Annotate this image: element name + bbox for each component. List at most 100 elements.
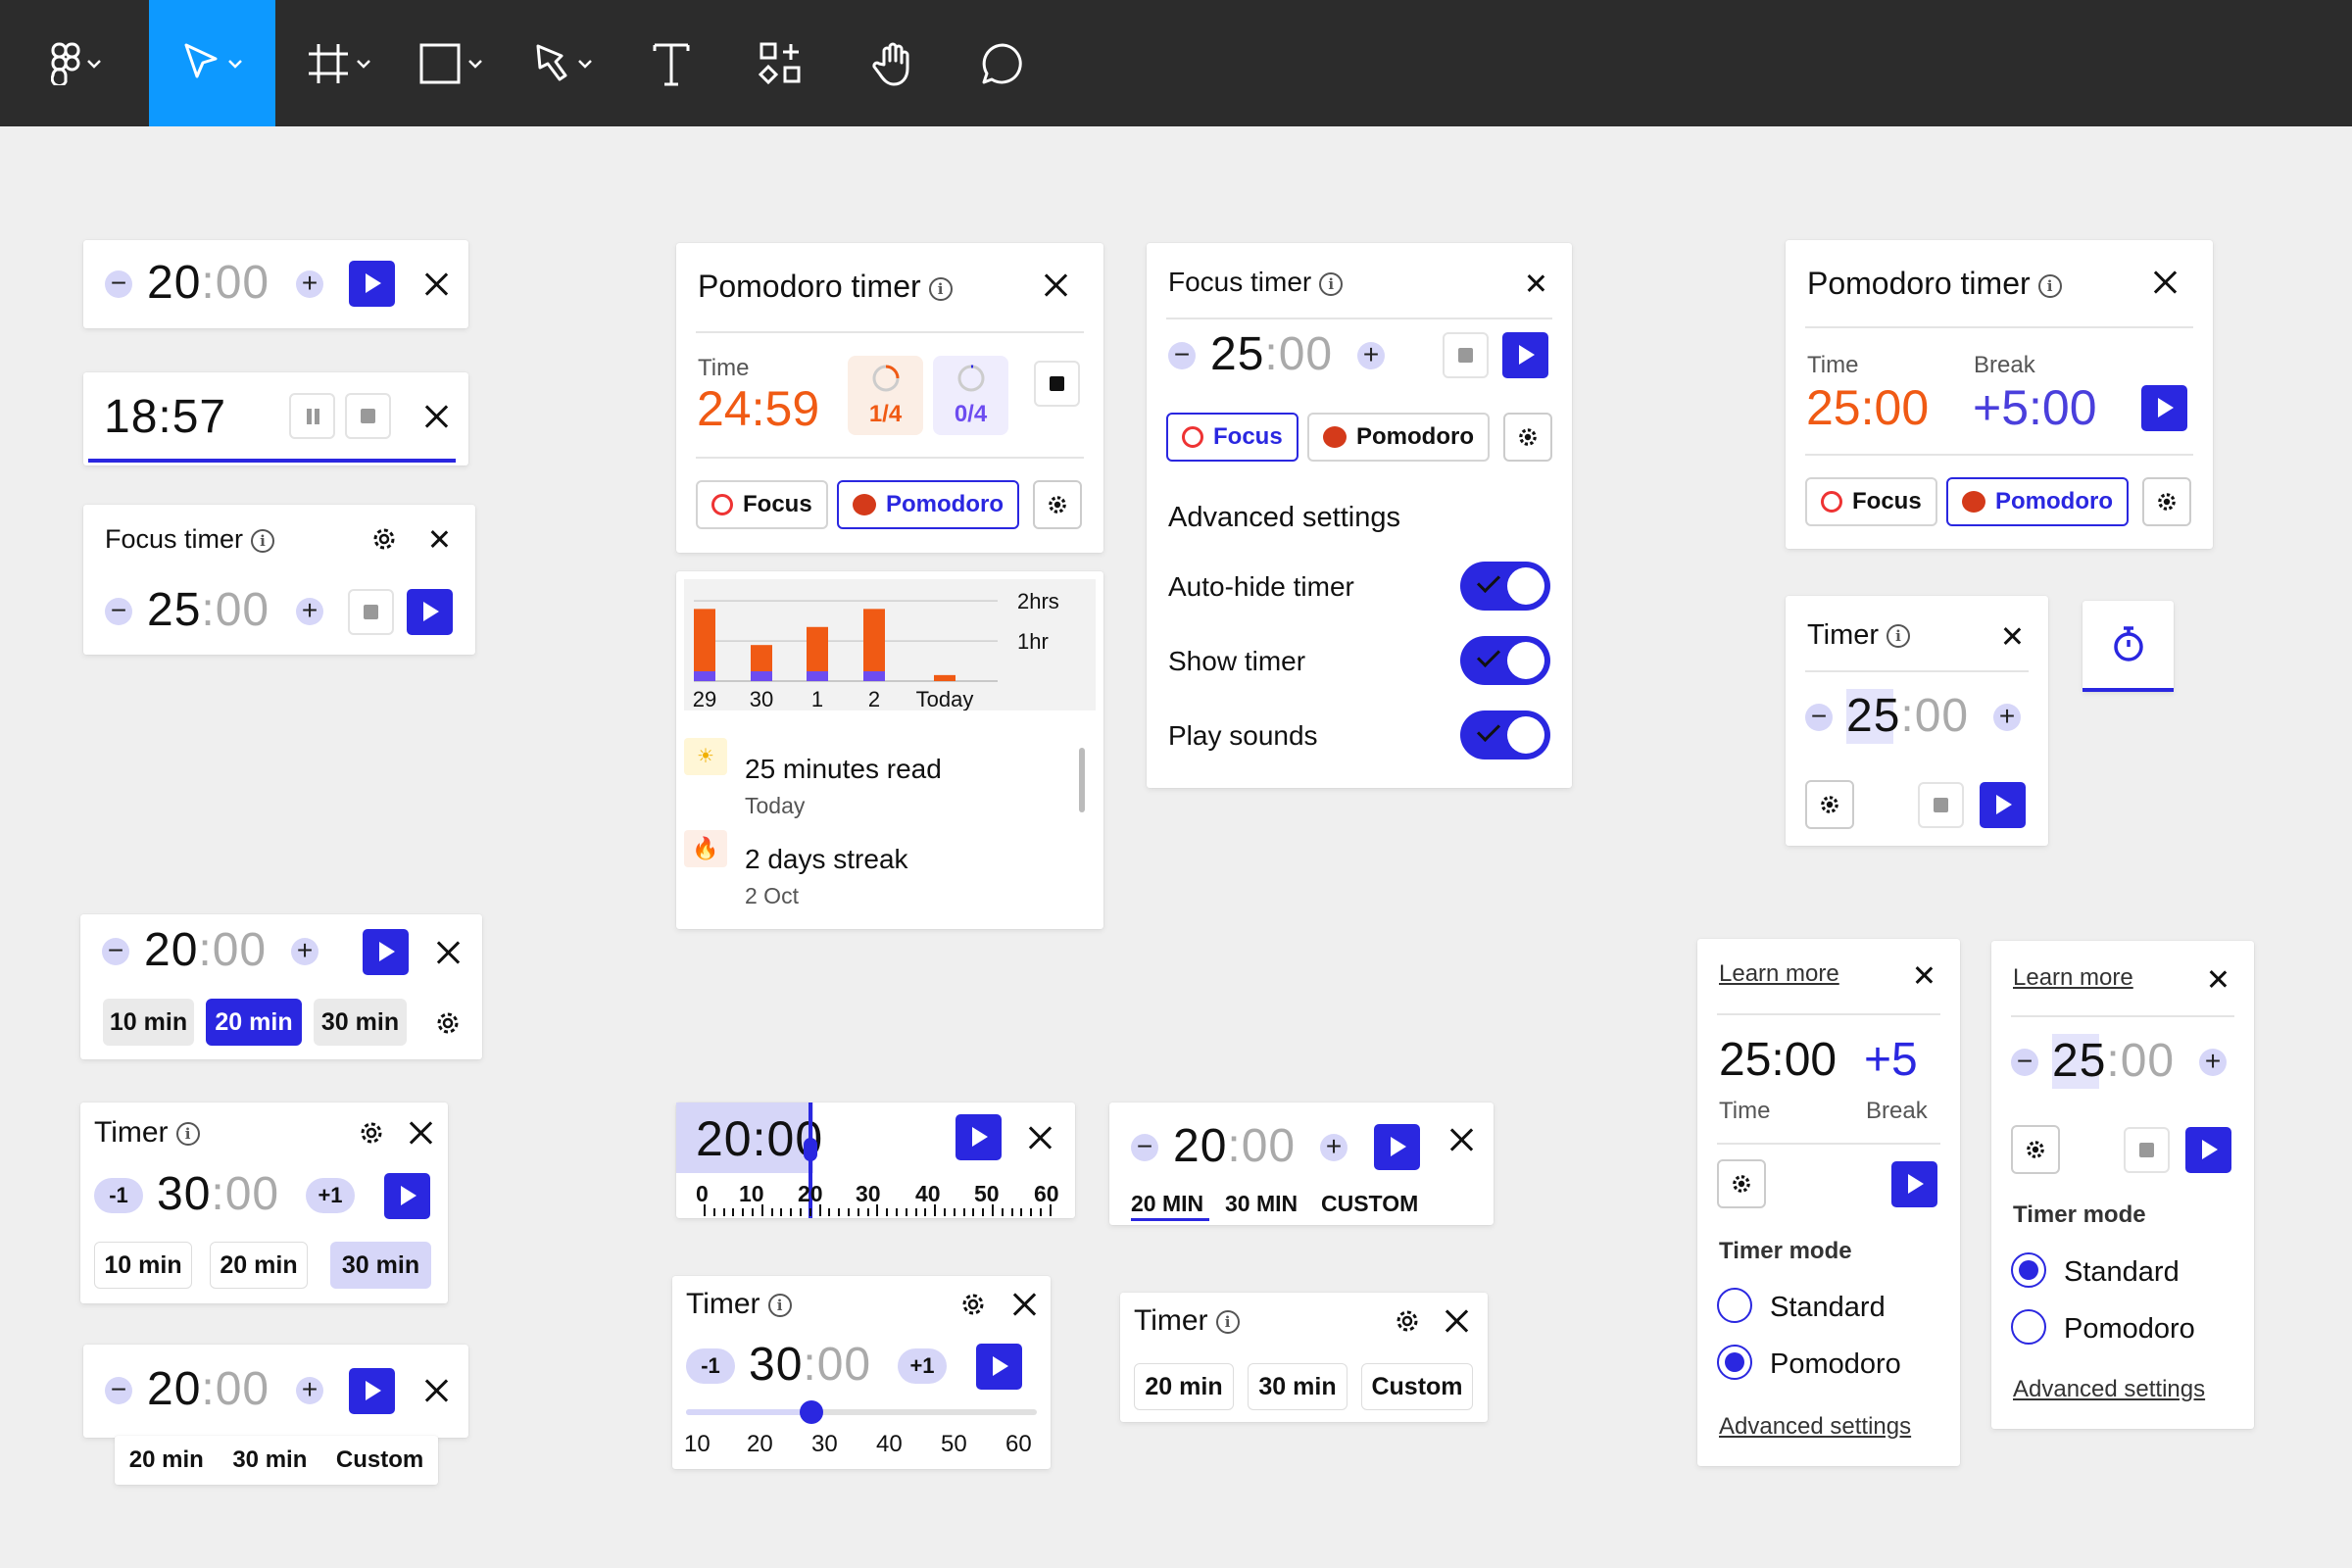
info-icon[interactable]: i — [1215, 1310, 1240, 1335]
stop-button[interactable] — [1034, 361, 1080, 407]
settings-button[interactable] — [1503, 413, 1552, 462]
comment-tool-button[interactable] — [978, 0, 1027, 126]
increase-button[interactable]: + — [2199, 1048, 2227, 1076]
close-icon[interactable] — [2150, 268, 2185, 303]
pen-tool-button[interactable] — [521, 0, 604, 126]
stop-button[interactable] — [345, 393, 391, 439]
decrease-button[interactable]: − — [102, 937, 129, 965]
close-icon[interactable] — [1525, 272, 1546, 294]
play-button[interactable] — [1980, 782, 2026, 828]
close-icon[interactable] — [2207, 968, 2229, 990]
ruler-handle[interactable] — [804, 1138, 817, 1161]
minutes[interactable]: 20 — [147, 1363, 202, 1415]
increase-button[interactable]: + — [296, 270, 323, 298]
minus-one-button[interactable]: -1 — [94, 1178, 143, 1213]
minutes[interactable]: 30 — [157, 1168, 212, 1220]
frame-tool-button[interactable] — [296, 0, 382, 126]
play-button[interactable] — [2141, 385, 2187, 431]
ruler-scale[interactable]: 0 10 20 30 40 50 60 — [676, 1181, 1075, 1218]
decrease-button[interactable]: − — [1131, 1133, 1158, 1161]
settings-button[interactable] — [1717, 1159, 1766, 1208]
break-display[interactable]: +5 — [1864, 1034, 1918, 1086]
stop-button[interactable] — [1918, 782, 1964, 828]
decrease-button[interactable]: − — [2011, 1048, 2038, 1076]
play-button[interactable] — [956, 1114, 1002, 1160]
decrease-button[interactable]: − — [1805, 703, 1833, 731]
radio-pomodoro[interactable] — [2011, 1309, 2046, 1345]
increase-button[interactable]: + — [291, 937, 318, 965]
play-button[interactable] — [1891, 1161, 1937, 1207]
focus-mode-button[interactable]: Focus — [1805, 477, 1937, 526]
close-icon[interactable] — [421, 402, 451, 431]
preset-20min[interactable]: 20 min — [210, 1242, 308, 1289]
decrease-button[interactable]: − — [105, 1376, 132, 1404]
advanced-settings-link[interactable]: Advanced settings — [1719, 1413, 1912, 1440]
decrease-button[interactable]: − — [105, 270, 132, 298]
play-button[interactable] — [976, 1344, 1022, 1390]
close-icon[interactable] — [421, 270, 451, 299]
close-icon[interactable] — [433, 938, 463, 967]
close-icon[interactable] — [1442, 1306, 1471, 1336]
info-icon[interactable]: i — [1319, 271, 1344, 296]
play-button[interactable] — [384, 1173, 430, 1219]
slider-thumb[interactable] — [800, 1400, 823, 1424]
focus-mode-button[interactable]: Focus — [696, 480, 828, 529]
preset-10min[interactable]: 10 min — [94, 1242, 192, 1289]
break-display[interactable]: +5:00 — [1973, 380, 2097, 435]
close-icon[interactable] — [1913, 964, 1935, 986]
info-icon[interactable]: i — [2037, 273, 2062, 298]
preset-30min[interactable]: 30 min — [232, 1446, 308, 1473]
preset-10min[interactable]: 10 min — [103, 999, 194, 1046]
close-icon[interactable] — [1009, 1290, 1039, 1319]
minutes[interactable]: 25 — [1846, 690, 1901, 742]
minutes[interactable]: 25 — [147, 584, 202, 636]
text-tool-button[interactable] — [647, 0, 696, 126]
minutes[interactable]: 20 — [1173, 1120, 1228, 1172]
move-tool-button[interactable] — [149, 0, 275, 126]
learn-more-link[interactable]: Learn more — [1719, 960, 1839, 987]
increase-button[interactable]: + — [1357, 341, 1385, 369]
minutes[interactable]: 20 — [147, 257, 202, 309]
play-button[interactable] — [349, 1368, 395, 1414]
plus-one-button[interactable]: +1 — [306, 1178, 355, 1213]
close-icon[interactable] — [421, 1376, 451, 1405]
minus-one-button[interactable]: -1 — [686, 1348, 735, 1384]
minimized-timer-button[interactable] — [2082, 601, 2174, 692]
tab-30min[interactable]: 30 MIN — [1225, 1191, 1298, 1216]
preset-20min[interactable]: 20 min — [206, 999, 302, 1046]
auto-hide-toggle[interactable] — [1460, 562, 1550, 611]
increase-button[interactable]: + — [1320, 1133, 1348, 1161]
preset-20min[interactable]: 20 min — [1134, 1363, 1234, 1410]
radio-standard[interactable] — [2011, 1252, 2046, 1288]
tab-20min[interactable]: 20 MIN — [1131, 1191, 1204, 1216]
play-button[interactable] — [1374, 1124, 1420, 1170]
settings-button[interactable] — [1805, 780, 1854, 829]
minutes[interactable]: 30 — [749, 1339, 804, 1391]
preset-30min[interactable]: 30 min — [314, 999, 407, 1046]
pomodoro-mode-button[interactable]: Pomodoro — [1946, 477, 2129, 526]
info-icon[interactable]: i — [767, 1294, 792, 1318]
stop-button[interactable] — [1443, 332, 1489, 378]
advanced-settings-link[interactable]: Advanced settings — [2013, 1376, 2206, 1402]
info-icon[interactable]: i — [1886, 624, 1911, 649]
info-icon[interactable]: i — [251, 528, 275, 553]
minutes[interactable]: 25 — [1210, 328, 1265, 380]
settings-button[interactable] — [2142, 477, 2191, 526]
play-button[interactable] — [407, 589, 453, 635]
preset-custom[interactable]: Custom — [1361, 1363, 1473, 1410]
play-button[interactable] — [363, 929, 409, 975]
pomodoro-mode-button[interactable]: Pomodoro — [1307, 413, 1490, 462]
gear-icon[interactable] — [958, 1290, 988, 1319]
figma-menu-button[interactable] — [37, 0, 116, 126]
increase-button[interactable]: + — [1993, 703, 2021, 731]
resources-tool-button[interactable] — [757, 0, 806, 126]
settings-button[interactable] — [2011, 1125, 2060, 1174]
close-icon[interactable] — [1041, 270, 1076, 306]
show-timer-toggle[interactable] — [1460, 636, 1550, 685]
minutes[interactable]: 20 — [144, 924, 199, 976]
radio-pomodoro[interactable] — [1717, 1345, 1752, 1380]
stop-button[interactable] — [348, 589, 394, 635]
increase-button[interactable]: + — [296, 597, 323, 625]
close-icon[interactable] — [1025, 1123, 1054, 1152]
gear-icon[interactable] — [1393, 1306, 1422, 1336]
